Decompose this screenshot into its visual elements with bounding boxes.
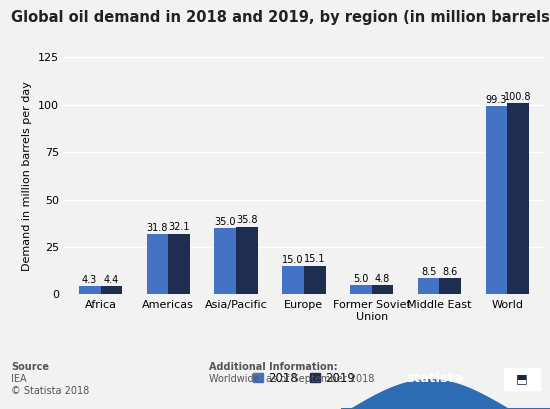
Text: Worldwide; as of September 2018: Worldwide; as of September 2018	[209, 374, 375, 384]
Bar	[372, 285, 393, 294]
Text: 32.1: 32.1	[168, 222, 190, 232]
Bar	[507, 103, 529, 294]
FancyBboxPatch shape	[504, 368, 540, 390]
Text: Global oil demand in 2018 and 2019, by region (in million barrels daily)*: Global oil demand in 2018 and 2019, by r…	[11, 10, 550, 25]
Bar	[147, 234, 168, 294]
Text: 35.0: 35.0	[214, 217, 236, 227]
Bar	[418, 279, 439, 294]
Text: 5.0: 5.0	[353, 274, 369, 284]
Y-axis label: Demand in million barrels per day: Demand in million barrels per day	[23, 81, 32, 271]
Bar	[214, 228, 236, 294]
Bar	[304, 266, 326, 294]
Bar	[79, 286, 101, 294]
Bar	[486, 106, 507, 294]
Text: 8.6: 8.6	[443, 267, 458, 277]
Polygon shape	[341, 380, 550, 409]
Text: 8.5: 8.5	[421, 267, 436, 277]
Bar	[168, 234, 190, 294]
Bar	[439, 278, 461, 294]
Text: IEA
© Statista 2018: IEA © Statista 2018	[11, 374, 89, 396]
Text: 15.0: 15.0	[282, 255, 304, 265]
Bar	[350, 285, 372, 294]
Bar	[236, 227, 258, 294]
Text: 100.8: 100.8	[504, 92, 532, 102]
Text: 4.4: 4.4	[104, 275, 119, 285]
Text: 35.8: 35.8	[236, 215, 258, 225]
Text: Source: Source	[11, 362, 49, 372]
Text: 4.3: 4.3	[82, 275, 97, 285]
Text: 4.8: 4.8	[375, 274, 390, 284]
Text: 15.1: 15.1	[304, 254, 326, 265]
Text: 99.3: 99.3	[486, 95, 507, 105]
Legend: 2018, 2019: 2018, 2019	[253, 371, 355, 384]
Text: 31.8: 31.8	[147, 223, 168, 233]
Bar	[282, 266, 304, 294]
Text: Additional Information:: Additional Information:	[209, 362, 338, 372]
Bar	[101, 286, 122, 294]
Text: statista: statista	[406, 372, 464, 384]
Text: ⬒: ⬒	[516, 373, 527, 385]
